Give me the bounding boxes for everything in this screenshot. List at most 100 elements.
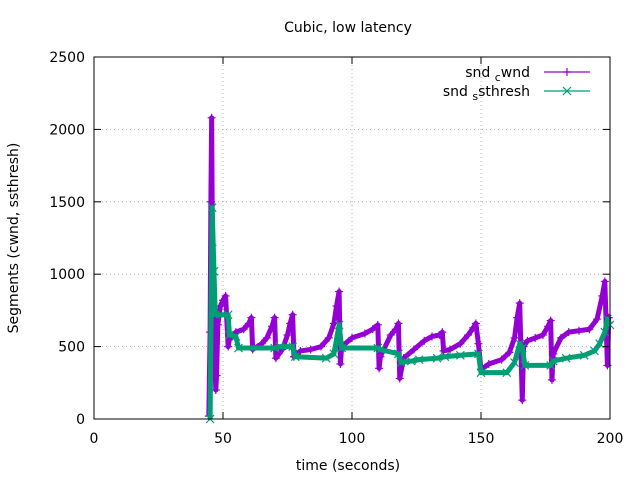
series-snd-cwnd-point <box>306 345 315 354</box>
series-snd-cwnd-point <box>547 375 556 384</box>
marker-stroke <box>375 345 385 354</box>
series-snd-cwnd-point <box>564 328 573 337</box>
series-snd-ssthresh-point <box>270 343 280 353</box>
marker-stroke <box>548 356 558 366</box>
series-snd-ssthresh-point <box>329 349 339 359</box>
series-snd-cwnd-point <box>219 296 227 305</box>
x-axis-label: time (seconds) <box>296 458 400 474</box>
y-tick-label: 1500 <box>49 195 85 211</box>
x-tick-label: 200 <box>597 431 624 447</box>
series-snd-cwnd-point <box>497 355 506 364</box>
series-snd-ssthresh-point <box>548 356 558 366</box>
series-snd-cwnd-point <box>391 325 400 334</box>
series-snd-cwnd-point <box>206 197 215 206</box>
series-snd-cwnd-point <box>538 331 547 340</box>
y-tick-label: 1000 <box>49 267 85 283</box>
marker-stroke <box>414 355 424 365</box>
series-snd-ssthresh-point <box>590 346 599 356</box>
marker-stroke <box>562 86 572 96</box>
marker-stroke <box>510 358 519 367</box>
series-snd-cwnd-point <box>471 319 480 328</box>
series-snd-cwnd-point <box>469 323 478 332</box>
series-snd-cwnd-point <box>600 277 609 286</box>
series-snd-cwnd-point <box>324 333 333 342</box>
marker-stroke <box>337 343 347 353</box>
legend-marker-snd-cwnd <box>563 68 571 76</box>
series-snd-ssthresh-point <box>432 353 442 363</box>
marker-stroke <box>321 353 331 363</box>
series-snd-ssthresh-point <box>275 342 285 352</box>
legend-marker-snd-ssthresh <box>562 86 572 96</box>
marker-stroke <box>600 327 610 337</box>
marker-stroke <box>396 358 406 367</box>
series-snd-ssthresh-point <box>396 358 406 367</box>
marker-stroke <box>432 353 442 363</box>
y-tick-label: 500 <box>58 340 85 356</box>
series-snd-cwnd-point <box>216 302 225 311</box>
series-snd-cwnd-point <box>438 328 447 337</box>
series-snd-ssthresh-point <box>600 327 610 337</box>
series-snd-cwnd-point <box>239 325 248 334</box>
series-snd-cwnd-point <box>288 310 297 319</box>
marker-stroke <box>207 203 217 213</box>
series-snd-cwnd-point <box>427 332 436 341</box>
series-snd-cwnd-point <box>268 322 277 331</box>
x-tick-label: 100 <box>339 431 366 447</box>
series-snd-cwnd-point <box>368 325 377 334</box>
series-snd-ssthresh-point <box>595 339 605 349</box>
series-snd-ssthresh-point <box>561 353 571 363</box>
series-snd-cwnd-point <box>213 320 222 329</box>
series-snd-ssthresh-point <box>510 358 519 367</box>
marker-stroke <box>455 350 465 360</box>
series-snd-ssthresh-point <box>394 349 403 359</box>
series-snd-cwnd-point <box>598 291 607 300</box>
series-snd-cwnd-point <box>395 374 404 383</box>
series-layer <box>204 113 615 424</box>
marker-stroke <box>209 266 219 276</box>
marker-stroke <box>595 339 605 349</box>
marker-stroke <box>223 310 233 320</box>
series-snd-ssthresh-point <box>231 332 241 341</box>
series-snd-ssthresh-point <box>414 355 424 365</box>
series-snd-cwnd-point <box>212 371 221 380</box>
y-axis-label: Segments (cwnd, ssthresh) <box>6 143 22 334</box>
series-snd-cwnd-point <box>575 326 584 335</box>
series-snd-cwnd-point <box>484 359 493 368</box>
marker-stroke <box>329 349 339 359</box>
series-snd-cwnd-line <box>206 115 612 417</box>
series-snd-ssthresh-point <box>209 266 219 276</box>
series-snd-ssthresh-point <box>223 310 233 320</box>
series-snd-cwnd-point <box>439 346 448 355</box>
series-snd-cwnd-point <box>335 287 344 296</box>
marker-stroke <box>394 349 403 359</box>
series-snd-ssthresh-point <box>517 343 527 353</box>
series-snd-cwnd-point <box>420 336 429 345</box>
series-snd-cwnd-point <box>456 339 465 348</box>
series-snd-cwnd-point <box>523 336 532 345</box>
marker-stroke <box>517 343 527 353</box>
marker-stroke <box>515 339 525 349</box>
series-snd-cwnd-point <box>409 345 418 354</box>
series-snd-cwnd-point <box>286 319 295 328</box>
series-snd-cwnd-point <box>518 396 527 405</box>
series-snd-ssthresh-point <box>334 320 344 330</box>
series-snd-cwnd-point <box>360 329 369 338</box>
series-snd-cwnd-point <box>247 313 256 322</box>
series-snd-cwnd-point <box>544 322 553 331</box>
marker-stroke <box>288 342 298 352</box>
series-snd-cwnd-point <box>531 333 540 342</box>
series-snd-cwnd-point <box>373 320 382 329</box>
series-snd-cwnd-point <box>394 319 403 328</box>
series-snd-cwnd-point <box>376 352 385 361</box>
series-snd-cwnd-point <box>348 333 356 342</box>
series-snd-cwnd-point <box>375 364 384 373</box>
series-snd-cwnd-point <box>546 316 555 325</box>
series-snd-ssthresh-point <box>288 342 298 352</box>
series-snd-ssthresh-point <box>473 349 483 359</box>
series-snd-cwnd-point <box>296 346 305 355</box>
series-snd-cwnd-point <box>221 291 230 300</box>
series-snd-cwnd-point <box>283 331 292 340</box>
series-snd-ssthresh-point <box>375 345 385 354</box>
marker-stroke <box>502 368 512 378</box>
